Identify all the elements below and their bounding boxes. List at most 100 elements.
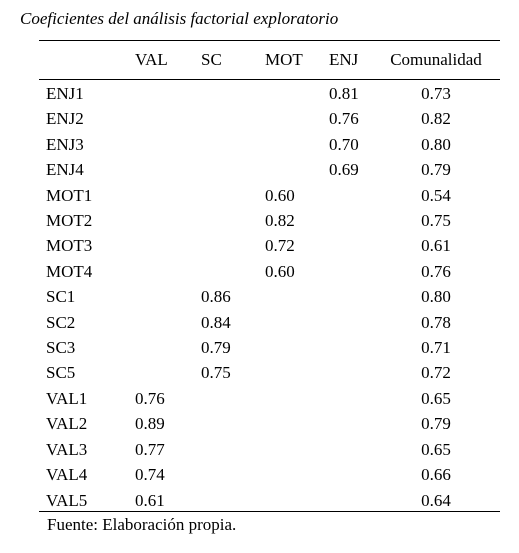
cell-sc: 0.75 — [201, 363, 231, 383]
table-row: SC2 0.84 0.78 — [39, 310, 500, 335]
cell-comunalidad: 0.54 — [421, 185, 451, 205]
cell-enj — [322, 462, 372, 487]
cell-mot: 0.60 — [265, 185, 295, 205]
cell-comunalidad: 0.66 — [421, 465, 451, 485]
cell-comunalidad: 0.65 — [421, 388, 451, 408]
cell-sc — [194, 437, 258, 462]
cell-mot: 0.72 — [265, 236, 295, 256]
cell-comunalidad: 0.61 — [421, 236, 451, 256]
cell-mot — [258, 437, 322, 462]
cell-item: ENJ1 — [46, 84, 84, 103]
cell-val: 0.74 — [135, 465, 165, 485]
cell-item: MOT2 — [46, 211, 93, 231]
cell-enj — [322, 183, 372, 208]
cell-val — [128, 233, 194, 258]
header-row: VAL SC MOT ENJ Comunalidad — [39, 44, 500, 76]
cell-enj: 0.76 — [329, 109, 359, 129]
cell-item: VAL3 — [46, 439, 88, 459]
table-row: VAL3 0.77 0.65 — [39, 437, 500, 462]
cell-sc: 0.86 — [201, 287, 231, 307]
table-row: VAL1 0.76 0.65 — [39, 386, 500, 411]
cell-sc — [194, 106, 258, 131]
header-item — [39, 44, 128, 76]
cell-item: MOT3 — [46, 236, 93, 256]
cell-comunalidad: 0.80 — [421, 287, 451, 307]
cell-sc: 0.79 — [201, 338, 231, 358]
cell-mot — [258, 132, 322, 157]
cell-item: ENJ4 — [46, 160, 84, 180]
cell-mot — [258, 462, 322, 487]
cell-item: SC3 — [46, 338, 76, 358]
cell-comunalidad: 0.64 — [421, 490, 451, 510]
cell-item: ENJ2 — [46, 109, 84, 129]
cell-mot — [258, 157, 322, 182]
cell-val: 0.76 — [135, 388, 165, 408]
cell-mot — [258, 386, 322, 411]
cell-mot — [258, 360, 322, 385]
cell-sc — [194, 233, 258, 258]
factor-table-body: ENJ1 0.81 0.73 ENJ2 0.76 0.82 ENJ3 0.70 0.80 ENJ4… — [39, 81, 500, 513]
cell-comunalidad: 0.72 — [421, 363, 451, 383]
cell-val: 0.61 — [135, 490, 165, 510]
cell-enj — [322, 310, 372, 335]
cell-comunalidad: 0.80 — [421, 134, 451, 154]
cell-item: MOT1 — [46, 185, 93, 205]
cell-comunalidad: 0.65 — [421, 439, 451, 459]
cell-sc — [194, 259, 258, 284]
table-header-rule — [39, 79, 500, 80]
table-header: VAL SC MOT ENJ Comunalidad — [39, 44, 500, 76]
cell-sc — [194, 411, 258, 436]
table-row: SC5 0.75 0.72 — [39, 360, 500, 385]
table-row: ENJ2 0.76 0.82 — [39, 106, 500, 131]
cell-mot — [258, 310, 322, 335]
cell-enj: 0.81 — [329, 84, 359, 103]
cell-mot — [258, 411, 322, 436]
cell-mot — [258, 488, 322, 513]
cell-val — [128, 310, 194, 335]
cell-val — [128, 106, 194, 131]
cell-mot — [258, 81, 322, 106]
cell-enj — [322, 386, 372, 411]
cell-item: VAL4 — [46, 465, 88, 485]
cell-item: VAL5 — [46, 490, 88, 510]
table-row: MOT2 0.82 0.75 — [39, 208, 500, 233]
cell-comunalidad: 0.71 — [421, 338, 451, 358]
cell-item: SC5 — [46, 363, 76, 383]
table-row: VAL4 0.74 0.66 — [39, 462, 500, 487]
cell-enj — [322, 208, 372, 233]
cell-item: VAL1 — [46, 388, 88, 408]
cell-sc — [194, 183, 258, 208]
table-row: ENJ3 0.70 0.80 — [39, 132, 500, 157]
cell-val — [128, 360, 194, 385]
cell-mot: 0.82 — [265, 211, 295, 231]
cell-enj: 0.69 — [329, 160, 359, 180]
cell-enj — [322, 488, 372, 513]
cell-comunalidad: 0.82 — [421, 109, 451, 129]
table-row: VAL5 0.61 0.64 — [39, 488, 500, 513]
table-row: MOT1 0.60 0.54 — [39, 183, 500, 208]
cell-sc: 0.84 — [201, 312, 231, 332]
table-row: ENJ4 0.69 0.79 — [39, 157, 500, 182]
cell-val — [128, 132, 194, 157]
table-top-rule — [39, 40, 500, 41]
cell-enj — [322, 411, 372, 436]
cell-val — [128, 284, 194, 309]
cell-enj — [322, 259, 372, 284]
cell-mot — [258, 106, 322, 131]
cell-sc — [194, 81, 258, 106]
header-enj: ENJ — [329, 50, 359, 69]
cell-item: SC1 — [46, 287, 76, 307]
header-comunalidad: Comunalidad — [390, 50, 482, 69]
cell-val — [128, 335, 194, 360]
cell-mot — [258, 335, 322, 360]
table-row: MOT4 0.60 0.76 — [39, 259, 500, 284]
cell-val: 0.77 — [135, 439, 165, 459]
table-row: VAL2 0.89 0.79 — [39, 411, 500, 436]
cell-comunalidad: 0.76 — [421, 261, 451, 281]
header-mot: MOT — [265, 50, 303, 69]
table-source-note: Fuente: Elaboración propia. — [47, 515, 237, 534]
cell-mot — [258, 284, 322, 309]
cell-sc — [194, 208, 258, 233]
cell-item: ENJ3 — [46, 134, 84, 154]
cell-val — [128, 183, 194, 208]
